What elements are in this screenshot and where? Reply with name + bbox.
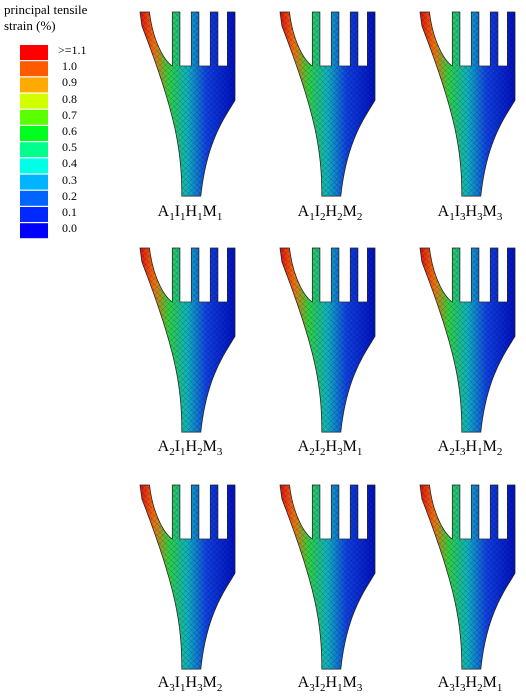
legend-swatch: [20, 223, 48, 239]
panel-label: A1I3H3M3: [437, 203, 503, 224]
legend-swatch: [20, 93, 48, 109]
legend-label: 1.0: [62, 59, 77, 74]
fork-mesh: [280, 485, 375, 670]
panel-label: A1I1H1M1: [157, 203, 223, 224]
legend-label: 0.1: [62, 205, 77, 219]
fork-mesh: [140, 248, 235, 433]
strain-contour: [279, 11, 376, 197]
panel-label: A3I1H3M2: [157, 674, 223, 695]
legend-swatch: [20, 207, 48, 222]
legend-label: 0.4: [62, 156, 77, 171]
legend-swatch: [20, 61, 48, 77]
fork-mesh: [420, 248, 515, 433]
legend-swatch: [20, 45, 48, 60]
strain-contour: [419, 247, 516, 433]
legend-swatch: [20, 109, 48, 125]
panel-label: A1I2H2M2: [297, 203, 363, 224]
legend-swatch: [20, 77, 48, 93]
legend-swatch: [20, 174, 48, 190]
legend-label: 0.2: [62, 188, 77, 203]
strain-contour: [139, 11, 236, 197]
legend-label: 0.9: [62, 75, 77, 90]
strain-contour: [419, 11, 516, 197]
strain-contour: [279, 484, 376, 670]
legend-label: 0.6: [62, 124, 77, 138]
legend-label: 0.5: [62, 140, 77, 155]
fork-mesh: [280, 12, 375, 197]
fork-mesh: [280, 248, 375, 433]
legend-swatch: [20, 126, 48, 141]
fork-mesh: [140, 485, 235, 670]
strain-contour: [279, 247, 376, 433]
panel-label: A3I3H2M1: [437, 674, 503, 695]
panel-label: A2I2H3M1: [297, 438, 363, 459]
panel-label: A3I2H1M3: [297, 674, 363, 695]
legend-label: 0.3: [62, 172, 77, 187]
legend-swatch: [20, 142, 48, 158]
legend-label: >=1.1: [58, 43, 87, 57]
strain-contour: [139, 247, 236, 433]
legend-title: principal tensile strain (%): [4, 2, 88, 33]
legend-swatch: [20, 190, 48, 206]
fork-mesh: [140, 12, 235, 197]
panel-label: A2I1H2M3: [157, 438, 223, 459]
legend-label: 0.8: [62, 91, 77, 106]
strain-contour: [419, 484, 516, 670]
strain-contour: [139, 484, 236, 670]
legend-label: 0.0: [62, 221, 77, 236]
legend-swatch: [20, 158, 48, 174]
legend-label: 0.7: [62, 107, 77, 122]
panel-label: A2I3H1M2: [437, 438, 503, 459]
fork-mesh: [420, 485, 515, 670]
fork-mesh: [420, 12, 515, 197]
